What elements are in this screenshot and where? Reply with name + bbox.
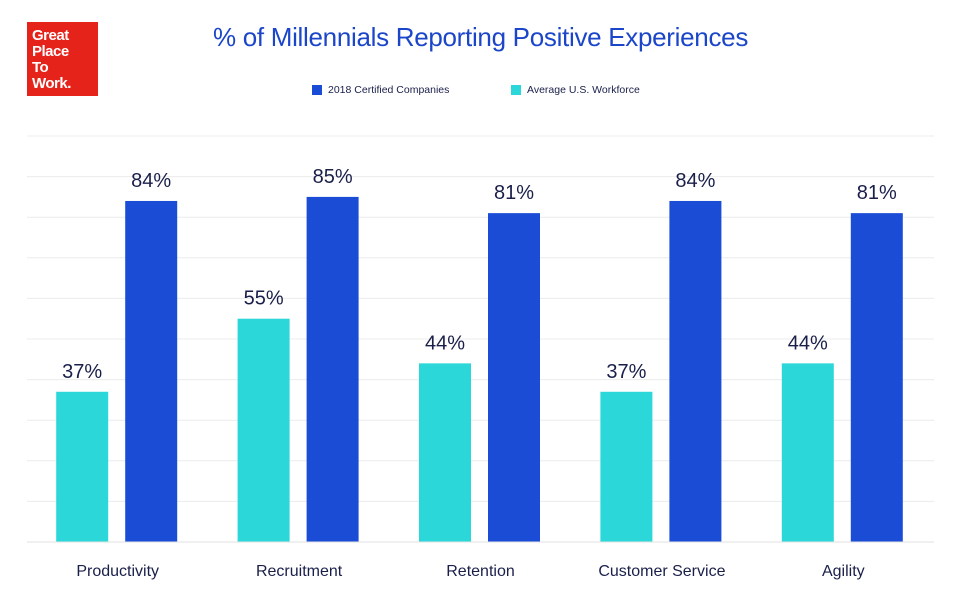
data-label: 44% — [788, 332, 828, 354]
legend-label: 2018 Certified Companies — [328, 84, 450, 96]
bar — [600, 391, 653, 542]
data-label: 37% — [62, 361, 102, 383]
data-label: 81% — [494, 182, 534, 204]
logo-line: To — [32, 59, 49, 76]
bar — [125, 200, 178, 542]
bar — [850, 213, 903, 542]
data-label: 81% — [857, 182, 897, 204]
logo-line: Work. — [32, 75, 71, 92]
category-label: Productivity — [76, 563, 159, 580]
bar — [488, 213, 540, 542]
bar — [419, 363, 471, 542]
bar — [56, 391, 109, 542]
bar — [781, 363, 834, 542]
data-label: 55% — [244, 288, 284, 310]
great-place-to-work-logo: Great Place To Work. — [27, 22, 98, 96]
category-label: Agility — [822, 563, 865, 580]
data-label: 84% — [131, 170, 171, 192]
data-label: 37% — [606, 361, 646, 383]
bar — [237, 318, 290, 542]
data-label: 44% — [425, 332, 465, 354]
chart-title: % of Millennials Reporting Positive Expe… — [212, 22, 749, 52]
legend-item-average-workforce: Average U.S. Workforce — [511, 83, 640, 97]
legend-item-certified-companies: 2018 Certified Companies — [312, 83, 449, 97]
data-label: 85% — [313, 166, 353, 188]
logo-line: Great — [32, 27, 69, 44]
category-label: Retention — [446, 563, 515, 580]
logo-line: Place — [32, 43, 69, 60]
legend-swatch — [511, 85, 521, 95]
legend-swatch — [312, 85, 322, 95]
bar — [669, 200, 722, 542]
data-label: 84% — [675, 170, 715, 192]
legend-label: Average U.S. Workforce — [527, 84, 640, 96]
category-label: Customer Service — [598, 563, 725, 580]
bar — [306, 196, 359, 542]
category-label: Recruitment — [256, 563, 343, 580]
